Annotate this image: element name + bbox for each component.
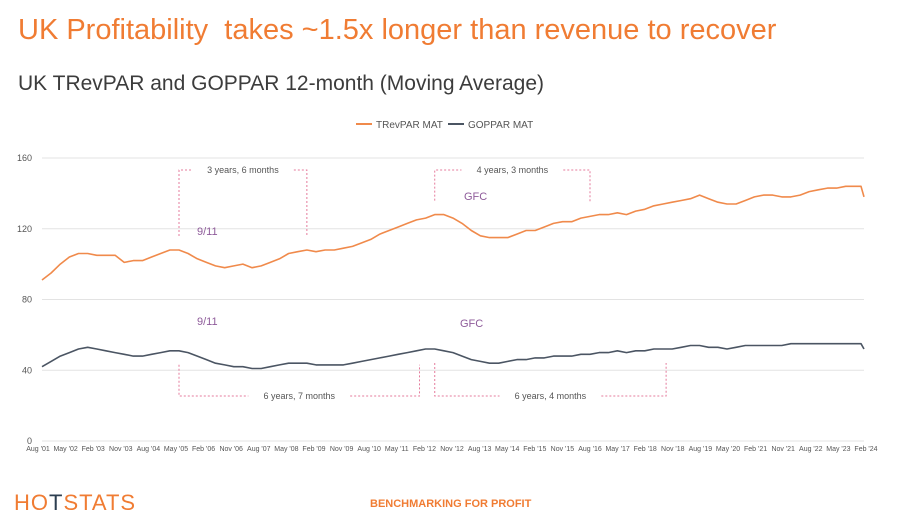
legend-label-trevpar: TRevPAR MAT	[376, 120, 443, 131]
x-tick-label: Nov '15	[551, 446, 575, 453]
recovery-bracket	[434, 363, 667, 397]
x-tick-label: Aug '04	[137, 446, 161, 453]
x-tick-label: May '23	[826, 446, 850, 453]
recovery-brackets: 3 years, 6 months 4 years, 3 months 6 year…	[178, 165, 667, 401]
x-tick-label: May '11	[385, 446, 409, 453]
line-chart: TRevPAR MAT GOPPAR MAT 0 40 80 120 160 Aug '0…	[17, 120, 878, 453]
x-tick-label: May '02	[53, 446, 77, 453]
x-tick-label: May '17	[605, 446, 629, 453]
x-tick-label: Nov '06	[219, 446, 243, 453]
event-label: 9/11	[197, 316, 218, 328]
y-tick-label: 80	[22, 295, 32, 305]
x-tick-label: May '05	[164, 446, 188, 453]
x-tick-label: Nov '21	[771, 446, 795, 453]
x-tick-label: Aug '07	[247, 446, 271, 453]
grid-layer: 0 40 80 120 160 Aug '01 May '02 Feb '03 Nov '03 A…	[17, 153, 878, 453]
recovery-bracket	[178, 364, 421, 397]
chart-legend: TRevPAR MAT GOPPAR MAT	[356, 120, 533, 131]
x-tick-label: Nov '09	[330, 446, 354, 453]
recovery-duration-label: 6 years, 4 months	[515, 391, 587, 401]
x-tick-label: Feb '09	[302, 446, 325, 453]
x-tick-label: Feb '18	[634, 446, 657, 453]
page-title: UK Profitability takes ~1.5x longer than…	[18, 14, 777, 46]
trevpar-line	[41, 185, 865, 281]
event-label: GFC	[464, 191, 487, 203]
x-tick-label: Feb '06	[192, 446, 215, 453]
x-tick-label: May '14	[495, 446, 519, 453]
x-tick-label: Feb '12	[413, 446, 436, 453]
tagline: BENCHMARKING FOR PROFIT	[370, 498, 532, 510]
y-tick-label: 0	[27, 436, 32, 446]
x-tick-label: May '08	[274, 446, 298, 453]
chart-subtitle: UK TRevPAR and GOPPAR 12-month (Moving A…	[18, 72, 545, 95]
y-tick-label: 120	[17, 224, 32, 234]
x-tick-label: Feb '24	[854, 446, 877, 453]
goppar-line	[41, 342, 865, 370]
x-tick-label: Nov '03	[109, 446, 133, 453]
recovery-bracket	[178, 169, 308, 236]
x-tick-label: Aug '19	[689, 446, 713, 453]
x-tick-label: Aug '16	[578, 446, 602, 453]
x-tick-label: Aug '22	[799, 446, 823, 453]
hotstats-logo: HOTSTATS	[14, 490, 137, 515]
x-tick-label: Aug '13	[468, 446, 492, 453]
y-tick-label: 40	[22, 365, 32, 375]
recovery-duration-label: 4 years, 3 months	[477, 165, 549, 175]
series-layer	[41, 185, 865, 370]
x-tick-label: Feb '15	[523, 446, 546, 453]
recovery-duration-label: 3 years, 6 months	[207, 165, 279, 175]
event-label: GFC	[460, 318, 483, 330]
recovery-bracket	[434, 169, 591, 203]
x-tick-label: Feb '21	[744, 446, 767, 453]
legend-label-goppar: GOPPAR MAT	[468, 120, 533, 131]
x-tick-label: Nov '18	[661, 446, 685, 453]
x-tick-label: Aug '10	[357, 446, 381, 453]
x-tick-label: Aug '01	[26, 446, 50, 453]
x-tick-label: Feb '03	[82, 446, 105, 453]
event-label: 9/11	[197, 226, 218, 238]
recovery-duration-label: 6 years, 7 months	[263, 391, 335, 401]
event-annotations: 9/11 GFC 9/11 GFC	[197, 191, 487, 330]
x-tick-label: Nov '12	[440, 446, 464, 453]
x-tick-label: May '20	[716, 446, 740, 453]
y-tick-label: 160	[17, 153, 32, 163]
